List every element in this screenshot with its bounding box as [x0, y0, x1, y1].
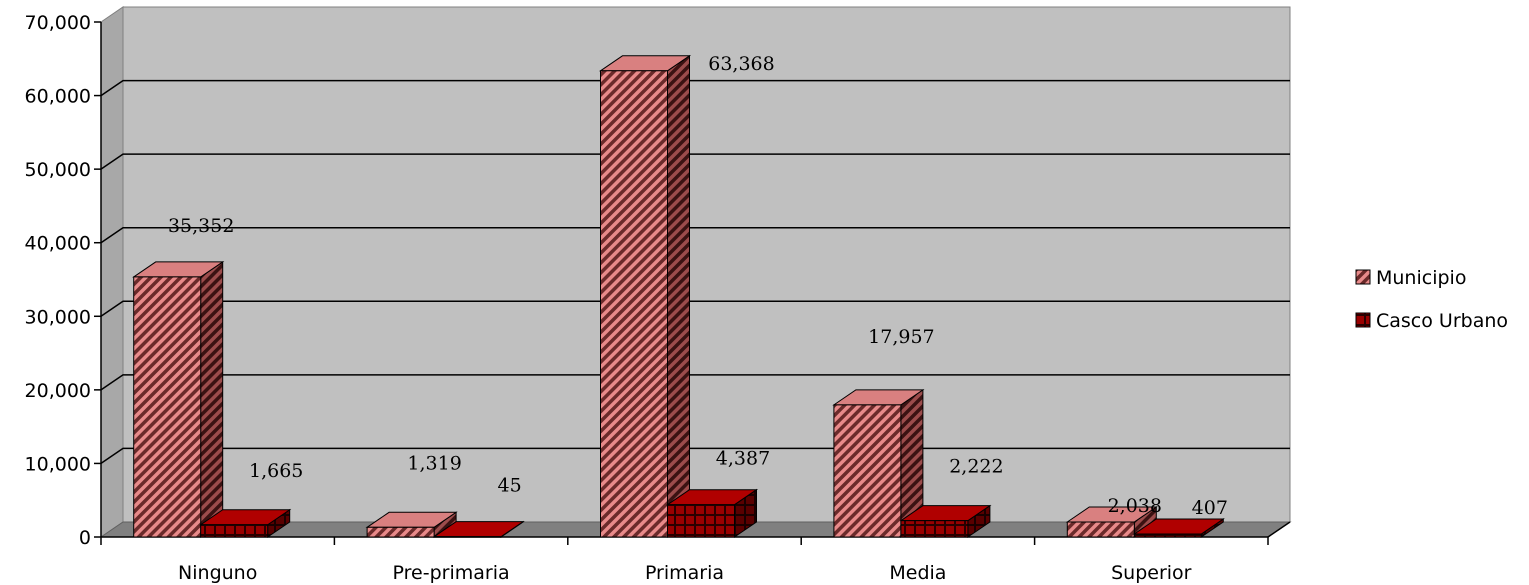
gridline [100, 153, 1290, 170]
bar-municipio [598, 54, 692, 538]
data-label: 1,665 [249, 460, 303, 482]
gridline [100, 374, 1290, 391]
x-tick-label: Pre-primaria [393, 562, 510, 584]
data-label: 407 [1192, 497, 1228, 519]
y-tick-label: 30,000 [25, 306, 91, 328]
y-tick-label: 70,000 [25, 12, 91, 34]
data-label: 45 [498, 475, 522, 497]
bar-casco-urbano [899, 504, 992, 538]
y-tick-label: 40,000 [25, 233, 91, 255]
y-tick-label: 50,000 [25, 159, 91, 181]
x-tick-label: Media [889, 562, 946, 584]
bar-municipio [132, 260, 225, 538]
data-label: 1,319 [407, 452, 461, 474]
data-label: 2,222 [949, 456, 1003, 478]
y-tick-label: 20,000 [25, 380, 91, 402]
data-label: 17,957 [868, 326, 934, 348]
gridline [100, 300, 1290, 317]
data-label: 35,352 [168, 215, 234, 237]
bars [132, 54, 1225, 538]
data-labels: 35,352 1,319 63,368 17,957 2,038 1,665 45 4,387… [168, 53, 1228, 519]
bar-casco-urbano [665, 488, 759, 538]
gridline [100, 226, 1290, 244]
data-label: 4,387 [716, 448, 770, 470]
bar-casco-urbano [1132, 518, 1225, 538]
gridlines [100, 79, 1290, 465]
bar-casco-urbano [432, 520, 525, 538]
x-axis-depth-line [1267, 521, 1291, 538]
data-label: 63,368 [708, 53, 774, 75]
bar-municipio [1065, 506, 1158, 538]
bar-municipio [832, 388, 925, 538]
plot-background [99, 6, 1292, 538]
legend: Municipio Casco Urbano [1355, 267, 1508, 332]
y-tick-label: 10,000 [25, 453, 91, 475]
gridline [100, 79, 1290, 97]
y-tick-label: 60,000 [25, 86, 91, 108]
plot-side-wall [100, 6, 124, 538]
data-label: 2,038 [1108, 495, 1162, 517]
legend-swatch-municipio [1355, 269, 1371, 285]
x-tick-label: Ninguno [178, 562, 257, 584]
y-axis: 0 10,000 20,000 30,000 40,000 50,000 60,000 70,… [25, 12, 102, 549]
legend-label-casco-urbano: Casco Urbano [1376, 310, 1508, 332]
legend-label-municipio: Municipio [1376, 267, 1466, 289]
bar-casco-urbano [199, 508, 292, 538]
legend-swatch-casco-urbano [1355, 312, 1371, 328]
x-tick-label: Superior [1111, 562, 1192, 584]
plot-back-wall [122, 6, 1291, 523]
y-tick-label: 0 [79, 527, 91, 549]
x-tick-label: Primaria [645, 562, 724, 584]
